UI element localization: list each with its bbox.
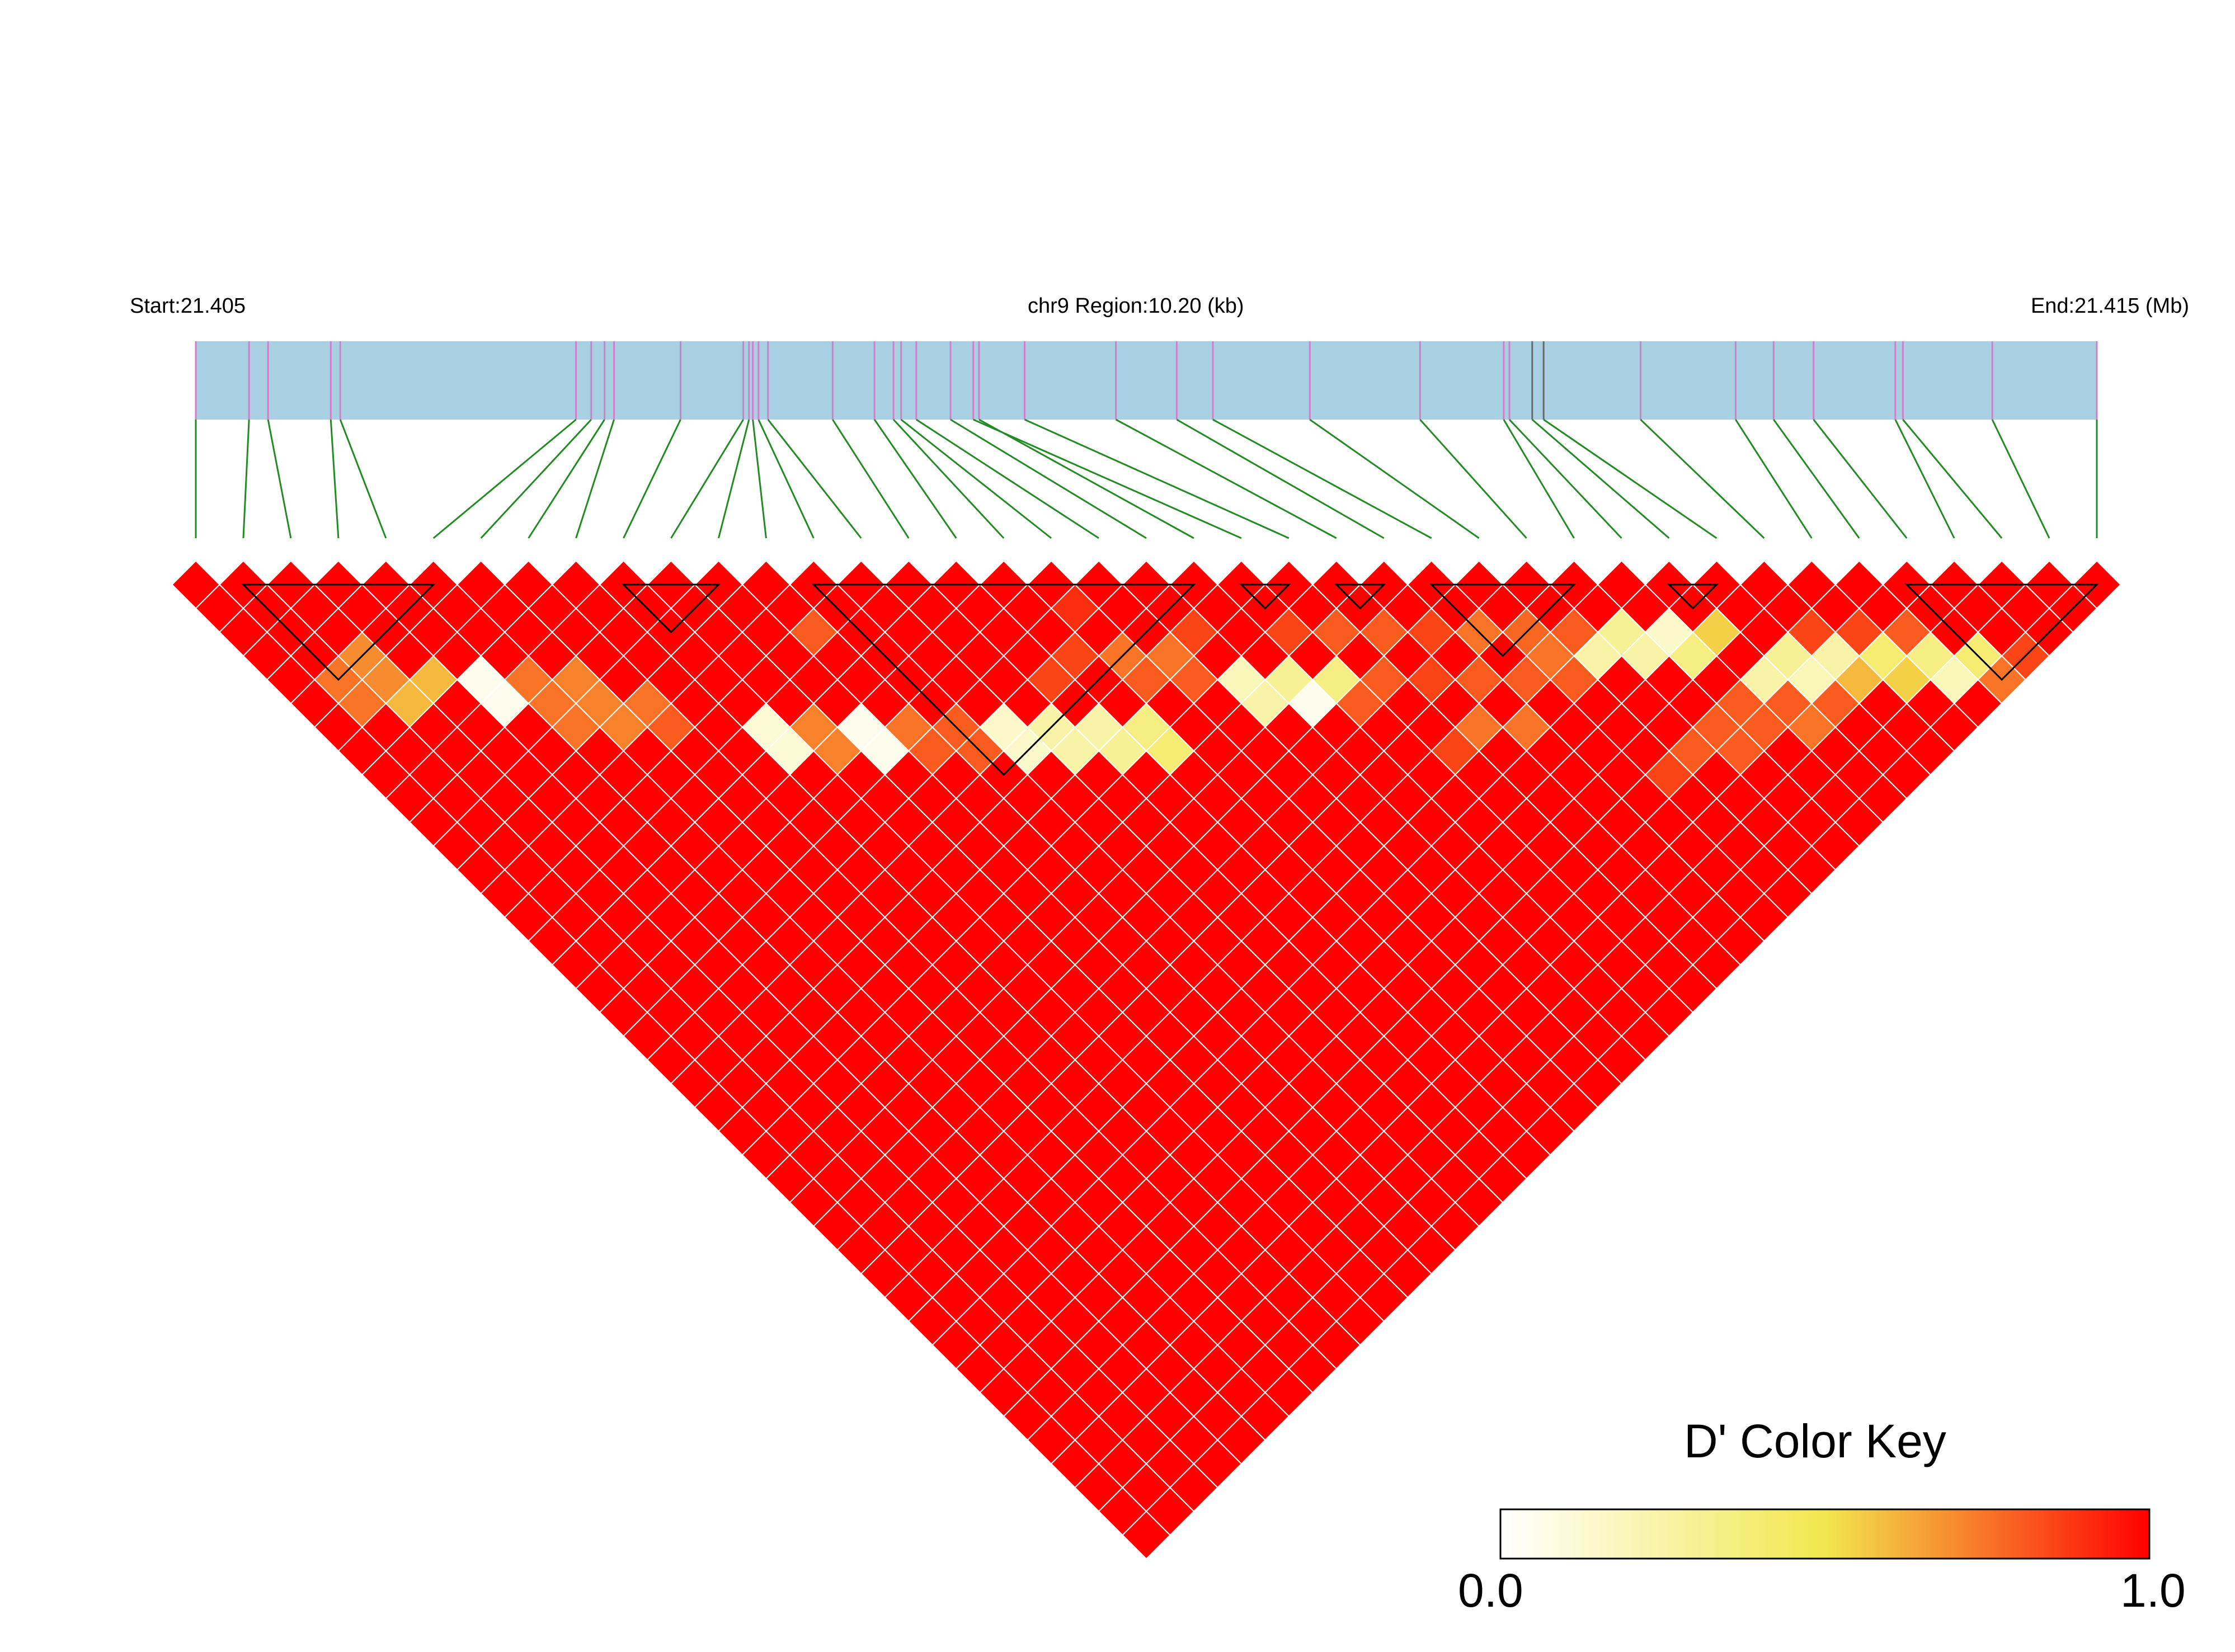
snp-connector [575,419,615,539]
region-end-label: End:21.415 (Mb) [2030,294,2189,318]
snp-connector [1640,418,1765,539]
snp-connector [1503,419,1575,539]
snp-connector [339,419,387,539]
snp-connector [1419,418,1527,539]
snp-connector [950,418,1147,539]
snp-connector [267,419,292,539]
snp-connector [1543,418,1718,539]
snp-connector [1115,418,1337,539]
snp-connector [892,418,1005,539]
snp-connector [1813,419,1908,539]
ld-block-outline [1667,583,1719,610]
snp-connector [670,419,744,539]
color-key-max-label: 1.0 [2120,1564,2186,1617]
region-size-label: chr9 Region:10.20 (kb) [1028,294,1244,318]
snp-connector-lines [195,418,2098,539]
snp-connector [757,419,815,539]
snp-connector [1176,418,1385,539]
ld-block-outline [1239,583,1291,610]
region-start-label: Start:21.405 [130,294,246,318]
snp-connector [832,419,910,539]
ld-block-outline [241,583,436,681]
snp-connector [752,419,767,539]
snp-connector [1991,419,2050,539]
snp-connector [1735,419,1813,539]
snp-connector [717,419,750,539]
snp-position-ticks [195,341,2098,420]
ld-block-outline [621,583,721,634]
snp-connector [1902,419,2003,539]
chromosome-track [196,341,2097,420]
snp-connector [1309,418,1480,539]
snp-connector [480,418,592,539]
snp-connector [1773,419,1860,539]
color-key-title: D' Color Key [1684,1415,1946,1467]
snp-connector [528,419,605,539]
ld-block-outline [811,583,1196,776]
snp-connector [1508,418,1622,539]
snp-connector [1212,418,1432,539]
snp-connector [330,419,340,539]
ld-block-outline [1904,583,2099,681]
snp-connector [432,418,577,539]
snp-connector [973,418,1242,539]
ld-block-outline [1334,583,1386,610]
snp-connector [1024,418,1290,539]
ld-block-outlines [241,583,2099,776]
snp-connector [873,419,957,539]
ld-block-outline [1429,583,1577,657]
ld-cells [171,560,2121,1560]
snp-connector [900,418,1052,539]
snp-connector [916,418,1099,539]
color-key-bar [1499,1508,2151,1560]
snp-connector [767,419,862,539]
snp-connector [623,419,681,539]
snp-connector [1894,419,1955,539]
snp-connector [1531,418,1670,539]
snp-connector [978,418,1194,539]
color-key-min-label: 0.0 [1458,1564,1523,1617]
snp-connector [242,419,250,539]
